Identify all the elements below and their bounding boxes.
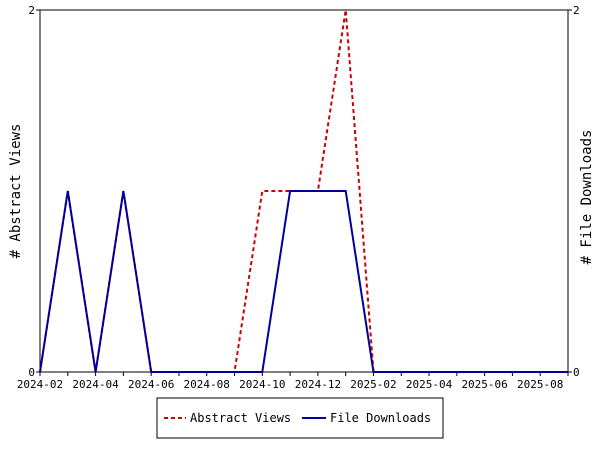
x-tick-label-2024-06: 2024-06 bbox=[128, 378, 174, 391]
y-tick-label-right-0: 0 bbox=[573, 366, 580, 379]
series-line-file-downloads bbox=[39, 190, 568, 373]
x-tick-label-2024-02: 2024-02 bbox=[17, 378, 63, 391]
x-tick-label-2025-02: 2025-02 bbox=[350, 378, 396, 391]
x-tick-label-2024-12: 2024-12 bbox=[295, 378, 341, 391]
y-tick-label-left-2: 2 bbox=[28, 4, 35, 17]
y-axis-title-left: # Abstract Views bbox=[8, 124, 24, 259]
x-tick-label-2025-06: 2025-06 bbox=[461, 378, 507, 391]
x-tick-label-2024-04: 2024-04 bbox=[72, 378, 119, 391]
legend-box bbox=[156, 397, 444, 439]
x-axis-ticks: 2024-02 2024-04 2024-06 2024-08 2024-10 2024-… bbox=[17, 372, 569, 391]
y-tick-label-left-0: 0 bbox=[28, 366, 35, 379]
legend-label-abstract-views: Abstract Views bbox=[190, 411, 291, 425]
y-axis-title-right: # File Downloads bbox=[579, 130, 595, 265]
x-tick-label-2025-04: 2025-04 bbox=[406, 378, 453, 391]
y-tick-label-right-2: 2 bbox=[573, 4, 580, 17]
legend-label-file-downloads: File Downloads bbox=[330, 411, 431, 425]
x-tick-label-2024-08: 2024-08 bbox=[184, 378, 230, 391]
x-tick-label-2024-10: 2024-10 bbox=[239, 378, 285, 391]
series-layer bbox=[39, 9, 568, 373]
legend: Abstract Views File Downloads bbox=[156, 397, 444, 439]
x-tick-label-2025-08: 2025-08 bbox=[517, 378, 563, 391]
y-axis-ticks: 0 2 0 2 bbox=[28, 4, 579, 379]
